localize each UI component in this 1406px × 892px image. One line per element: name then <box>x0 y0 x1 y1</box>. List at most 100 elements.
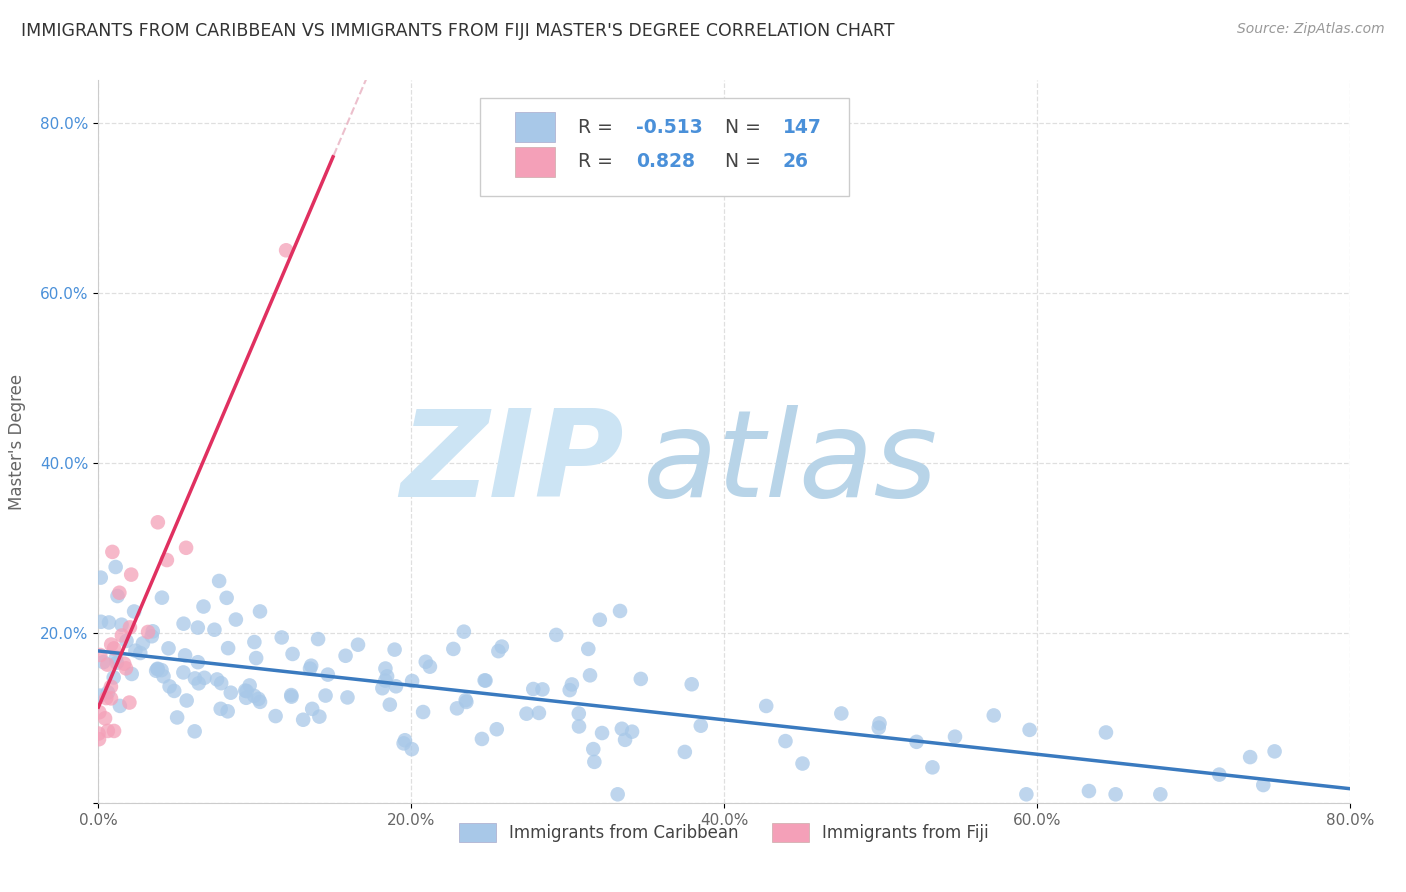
Point <box>112 657 135 671</box>
Point <box>87 732 110 747</box>
Text: N =: N = <box>725 153 768 171</box>
Point <box>217 704 239 718</box>
Point <box>96 691 118 706</box>
Point <box>247 692 270 706</box>
Point <box>94 711 117 725</box>
Point <box>249 695 271 709</box>
Text: atlas: atlas <box>643 405 938 522</box>
Point <box>515 706 537 721</box>
Point <box>673 745 696 759</box>
Point <box>274 244 298 258</box>
Point <box>111 628 134 642</box>
Point <box>163 684 186 698</box>
Point <box>1095 725 1118 739</box>
Point <box>96 657 118 672</box>
Point <box>209 702 232 716</box>
Point <box>87 726 110 740</box>
Text: R =: R = <box>578 118 619 136</box>
Point <box>486 644 509 658</box>
Point <box>103 670 125 684</box>
Point <box>301 702 323 716</box>
Point <box>281 647 304 661</box>
Point <box>1104 787 1126 801</box>
Point <box>150 663 173 677</box>
Point <box>215 591 238 605</box>
Point <box>157 641 180 656</box>
Point <box>115 661 138 675</box>
Point <box>371 681 394 696</box>
Point <box>1239 750 1261 764</box>
Point <box>245 651 267 665</box>
Point <box>150 591 173 605</box>
Point <box>249 604 271 618</box>
FancyBboxPatch shape <box>479 98 849 196</box>
Point <box>90 571 112 585</box>
Point <box>132 636 155 650</box>
FancyBboxPatch shape <box>515 147 555 178</box>
Point <box>583 755 606 769</box>
Point <box>225 613 247 627</box>
Point <box>630 672 652 686</box>
Point <box>89 648 111 662</box>
Point <box>97 685 120 699</box>
Point <box>270 631 292 645</box>
Point <box>689 719 711 733</box>
Point <box>522 681 544 696</box>
Point <box>576 641 599 656</box>
Text: ZIP: ZIP <box>401 405 624 522</box>
Point <box>582 742 605 756</box>
Point <box>107 589 129 603</box>
Point <box>579 668 602 682</box>
Point <box>905 735 928 749</box>
Point <box>193 671 215 685</box>
Point <box>280 688 302 702</box>
Text: -0.513: -0.513 <box>637 118 703 136</box>
Point <box>298 662 321 676</box>
Point <box>146 662 169 676</box>
Point <box>378 698 401 712</box>
Point <box>239 678 262 692</box>
Point <box>184 672 207 686</box>
Point <box>183 724 205 739</box>
Point <box>122 605 145 619</box>
Point <box>474 673 496 688</box>
Point <box>187 621 209 635</box>
Point <box>100 691 122 706</box>
Text: IMMIGRANTS FROM CARIBBEAN VS IMMIGRANTS FROM FIJI MASTER'S DEGREE CORRELATION CH: IMMIGRANTS FROM CARIBBEAN VS IMMIGRANTS … <box>21 22 894 40</box>
Legend: Immigrants from Caribbean, Immigrants from Fiji: Immigrants from Caribbean, Immigrants fr… <box>453 816 995 848</box>
Point <box>173 616 195 631</box>
Point <box>385 679 408 693</box>
Point <box>401 673 423 688</box>
Point <box>561 677 583 691</box>
FancyBboxPatch shape <box>515 112 555 143</box>
Point <box>120 567 142 582</box>
Point <box>394 733 416 747</box>
Point <box>454 693 477 707</box>
Point <box>105 656 128 670</box>
Point <box>546 628 568 642</box>
Point <box>235 684 257 698</box>
Point <box>103 641 125 656</box>
Point <box>921 760 943 774</box>
Point <box>243 689 266 703</box>
Point <box>1149 787 1171 801</box>
Point <box>453 624 475 639</box>
Point <box>830 706 852 721</box>
Point <box>558 683 581 698</box>
Point <box>142 624 165 639</box>
Point <box>98 615 121 630</box>
Point <box>204 623 226 637</box>
Point <box>456 695 478 709</box>
Point <box>1018 723 1040 737</box>
Point <box>159 680 181 694</box>
Point <box>187 655 209 669</box>
Point <box>166 710 188 724</box>
Point <box>474 673 496 688</box>
Point <box>441 641 464 656</box>
Point <box>568 706 591 721</box>
Point <box>124 643 146 657</box>
Point <box>983 708 1005 723</box>
Point <box>100 680 122 694</box>
Point <box>775 734 797 748</box>
Point <box>392 736 415 750</box>
